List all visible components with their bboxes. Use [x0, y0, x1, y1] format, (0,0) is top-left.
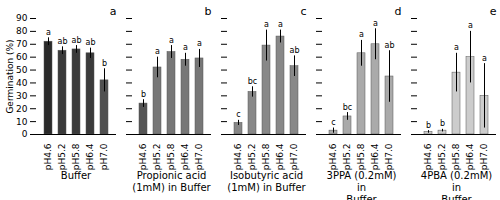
svg-text:a: a — [110, 5, 117, 18]
svg-text:a: a — [155, 47, 160, 56]
svg-text:pH4.6: pH4.6 — [233, 143, 243, 170]
svg-text:a: a — [46, 28, 51, 37]
svg-text:0: 0 — [22, 129, 28, 139]
svg-text:pH5.8: pH5.8 — [261, 143, 271, 170]
html-text:Propionic acid (1mM) in Buffer: Propionic acid (1mM) in Buffer — [132, 170, 211, 193]
svg-text:50: 50 — [16, 65, 28, 75]
svg-text:pH5.8: pH5.8 — [356, 143, 366, 170]
svg-text:ab: ab — [58, 37, 68, 46]
svg-text:pH7.0: pH7.0 — [289, 143, 299, 170]
svg-text:pH5.8: pH5.8 — [71, 143, 81, 170]
svg-text:a: a — [183, 43, 188, 52]
html-text:Isobutyric acid (1mM) in Buffe: Isobutyric acid (1mM) in Buffer — [227, 170, 306, 193]
svg-text:a: a — [373, 19, 378, 28]
svg-text:pH4.6: pH4.6 — [43, 143, 53, 170]
svg-text:a: a — [454, 43, 459, 52]
svg-text:pH4.6: pH4.6 — [423, 143, 433, 170]
svg-text:ab: ab — [86, 38, 96, 47]
svg-text:pH5.8: pH5.8 — [451, 143, 461, 170]
svg-text:a: a — [359, 30, 364, 39]
svg-text:pH6.4: pH6.4 — [370, 143, 380, 170]
svg-text:b: b — [205, 5, 212, 18]
svg-text:c: c — [331, 118, 335, 127]
svg-text:30: 30 — [16, 91, 28, 101]
svg-text:pH7.0: pH7.0 — [194, 143, 204, 170]
svg-text:pH7.0: pH7.0 — [479, 143, 489, 170]
svg-text:d: d — [395, 5, 402, 18]
html-text:Buffer: Buffer — [60, 170, 92, 181]
svg-text:ab: ab — [72, 36, 82, 45]
svg-text:bc: bc — [248, 77, 257, 86]
svg-text:c: c — [300, 5, 306, 18]
svg-text:a: a — [468, 21, 473, 30]
svg-text:pH5.2: pH5.2 — [437, 144, 447, 171]
svg-text:pH6.4: pH6.4 — [465, 143, 475, 170]
svg-text:c: c — [236, 110, 240, 119]
svg-text:b: b — [102, 59, 107, 68]
svg-text:70: 70 — [16, 39, 28, 49]
svg-text:90: 90 — [16, 13, 28, 23]
svg-text:Germination (%): Germination (%) — [5, 39, 15, 113]
svg-text:40: 40 — [16, 78, 28, 88]
svg-text:20: 20 — [16, 104, 28, 114]
svg-text:a: a — [197, 39, 202, 48]
svg-text:pH7.0: pH7.0 — [99, 143, 109, 170]
svg-text:pH6.4: pH6.4 — [85, 143, 95, 170]
svg-text:a: a — [264, 20, 269, 29]
svg-text:pH5.2: pH5.2 — [57, 144, 67, 171]
svg-text:pH7.0: pH7.0 — [384, 143, 394, 170]
svg-text:a: a — [278, 20, 283, 29]
svg-text:b: b — [426, 121, 431, 130]
svg-text:pH5.2: pH5.2 — [247, 144, 257, 171]
svg-text:e: e — [490, 5, 497, 18]
svg-text:pH5.2: pH5.2 — [342, 144, 352, 171]
svg-text:bc: bc — [343, 103, 352, 112]
svg-text:b: b — [141, 90, 146, 99]
svg-text:pH5.8: pH5.8 — [166, 143, 176, 170]
svg-text:pH4.6: pH4.6 — [328, 143, 338, 170]
svg-text:ab: ab — [385, 41, 395, 50]
svg-text:pH6.4: pH6.4 — [180, 143, 190, 170]
svg-text:b: b — [440, 119, 445, 128]
svg-text:pH4.6: pH4.6 — [138, 143, 148, 170]
svg-text:a: a — [169, 36, 174, 45]
svg-text:ab: ab — [290, 46, 300, 55]
svg-text:pH6.4: pH6.4 — [275, 143, 285, 170]
svg-text:80: 80 — [16, 26, 28, 36]
svg-text:a: a — [482, 54, 487, 63]
svg-text:60: 60 — [16, 52, 28, 62]
svg-text:10: 10 — [16, 116, 28, 126]
svg-text:pH5.2: pH5.2 — [152, 144, 162, 171]
